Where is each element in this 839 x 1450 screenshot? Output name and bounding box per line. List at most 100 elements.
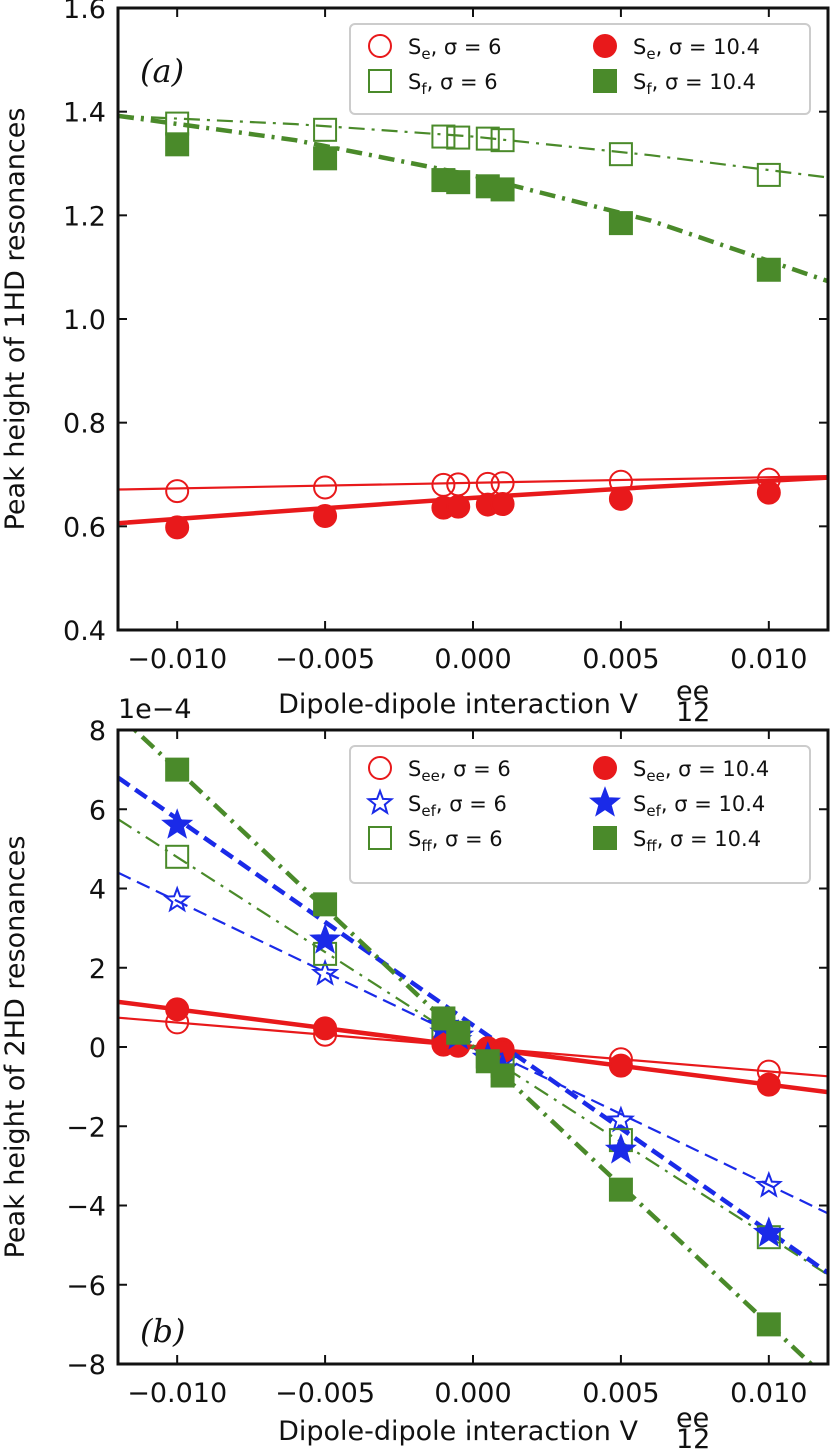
x-tick-label: −0.010	[127, 644, 227, 675]
legend-marker	[593, 756, 617, 780]
x-tick-label: 0.000	[434, 1378, 511, 1409]
series-line-sff-5	[131, 730, 815, 1364]
data-point	[165, 757, 190, 782]
legend-label: Sff, σ = 6	[408, 827, 503, 855]
data-point	[756, 257, 781, 282]
series-points-see-3	[165, 997, 781, 1097]
x-axis-label-subscript: 12	[676, 697, 710, 728]
legend-label: Se, σ = 6	[408, 35, 502, 63]
legend-marker	[365, 788, 395, 816]
data-point	[756, 1312, 781, 1337]
data-point	[608, 486, 633, 511]
series-points-sff-5	[165, 757, 781, 1337]
legend-marker	[368, 826, 392, 850]
y-tick-label: 0	[89, 1033, 106, 1064]
legend-label: Sff, σ = 10.4	[633, 827, 761, 855]
series-line-sf-1	[118, 114, 828, 179]
legend-marker	[588, 786, 622, 817]
y-offset-text: 1e−4	[118, 694, 192, 725]
y-axis-label: Peak height of 1HD resonances	[0, 108, 31, 531]
data-point	[165, 997, 190, 1022]
axes-frame	[116, 6, 830, 632]
axes-frame	[116, 728, 830, 1366]
y-tick-label: −4	[66, 1192, 106, 1223]
x-tick-label: 0.010	[730, 644, 807, 675]
data-point	[606, 1105, 636, 1133]
x-tick-label: 0.010	[730, 1378, 807, 1409]
data-point	[756, 162, 781, 187]
series-line-sf-3	[118, 113, 828, 284]
legend-marker	[368, 756, 392, 780]
y-tick-label: 0.8	[63, 409, 106, 440]
y-tick-label: 8	[89, 716, 106, 747]
series-line-sef-1	[118, 871, 828, 1215]
legend-box	[349, 745, 811, 884]
legend-marker	[593, 826, 617, 850]
x-axis-label-superscript: ee	[676, 1403, 709, 1434]
data-point	[165, 479, 190, 504]
y-tick-label: 1.2	[63, 201, 106, 232]
data-point	[446, 125, 471, 150]
data-point	[165, 515, 190, 540]
x-tick-label: 0.005	[582, 644, 659, 675]
legend-label: Sf, σ = 6	[408, 70, 498, 98]
data-point	[313, 892, 338, 917]
x-tick-label: −0.005	[275, 1378, 375, 1409]
data-point	[446, 1020, 471, 1045]
legend-marker	[368, 69, 392, 93]
panel-label: (b)	[140, 1312, 185, 1350]
data-point	[475, 126, 500, 151]
x-axis-label-superscript: ee	[676, 676, 709, 707]
y-tick-label: 1.4	[63, 98, 106, 129]
data-point	[608, 142, 633, 167]
y-tick-label: 4	[89, 875, 106, 906]
y-tick-label: 6	[89, 795, 106, 826]
data-point	[608, 1053, 633, 1078]
series-line-se-0	[118, 474, 828, 491]
data-point	[490, 128, 515, 153]
plot-area	[118, 113, 828, 526]
data-point	[604, 1133, 637, 1164]
y-tick-label: 2	[89, 954, 106, 985]
x-tick-label: 0.005	[582, 1378, 659, 1409]
data-point	[752, 1216, 785, 1247]
x-axis-label-subscript: 12	[676, 1424, 710, 1450]
data-point	[490, 492, 515, 517]
y-axis-label: Peak height of 2HD resonances	[0, 836, 31, 1259]
legend-label: Se, σ = 10.4	[633, 35, 760, 63]
x-axis-label: Dipole-dipole interaction V	[278, 1416, 638, 1447]
x-tick-label: −0.010	[127, 1378, 227, 1409]
data-point	[608, 1177, 633, 1202]
legend-label: Sf, σ = 10.4	[633, 70, 756, 98]
data-point	[165, 844, 190, 869]
y-tick-label: −2	[66, 1112, 106, 1143]
legend: Se, σ = 6 Sf, σ = 6 Se, σ = 10.4 Sf, σ = 10…	[349, 23, 811, 115]
legend-marker	[593, 69, 617, 93]
y-tick-label: 0.6	[63, 512, 106, 543]
legend-label: See, σ = 6	[408, 757, 511, 785]
y-tick-label: −6	[66, 1271, 106, 1302]
plot-area	[118, 730, 828, 1364]
data-point	[608, 211, 633, 236]
panel-b: −0.010 −0.005 0.000 0.005 0.010 −8 −6 −4 −2 0 2 4 6 8…	[0, 694, 830, 1450]
data-point	[313, 1016, 338, 1041]
data-point	[163, 885, 192, 913]
data-point	[446, 494, 471, 519]
legend-box	[349, 23, 811, 115]
data-point	[756, 1072, 781, 1097]
y-tick-label: 1.0	[63, 305, 106, 336]
series-points-se-2	[165, 480, 781, 540]
y-tick-label: 1.6	[63, 0, 106, 25]
x-tick-label: −0.005	[275, 644, 375, 675]
x-axis-label: Dipole-dipole interaction V	[278, 689, 638, 720]
series-points-sf-3	[165, 132, 781, 282]
legend-label: Sef, σ = 6	[408, 792, 507, 820]
panel-label: (a)	[140, 52, 184, 90]
legend-label: See, σ = 10.4	[633, 757, 769, 785]
data-point	[431, 124, 456, 149]
y-tick-label: −8	[66, 1350, 106, 1381]
data-point	[313, 146, 338, 171]
data-point	[313, 475, 338, 500]
legend-label: Sef, σ = 10.4	[633, 792, 765, 820]
